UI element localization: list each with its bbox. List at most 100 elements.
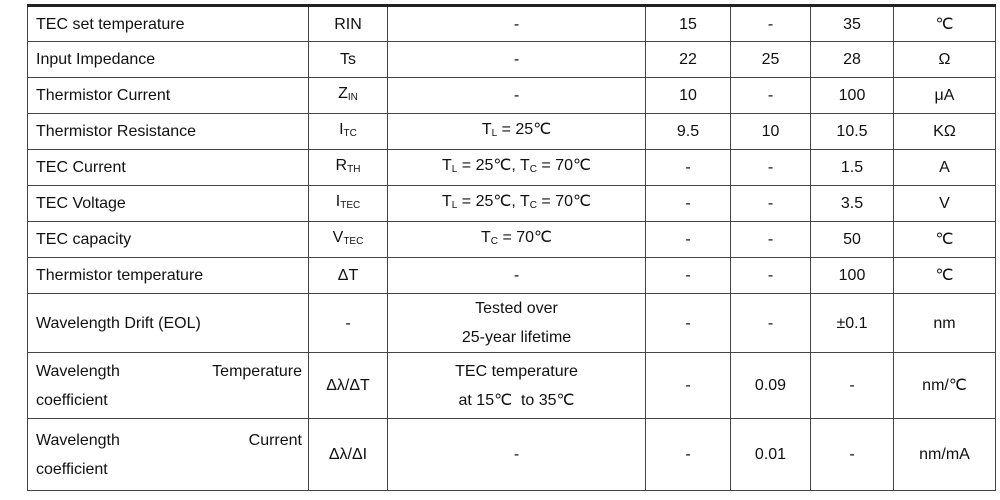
table-cell: - <box>645 293 731 353</box>
table-row: Thermistor Resistance ITC TL = 25℃ 9.5 10 10.… <box>27 113 996 150</box>
subscript: C <box>529 200 537 211</box>
table-cell: Thermistor Current <box>27 77 309 114</box>
table-row: Thermistor temperature ΔT - - -100 ℃ <box>27 257 996 294</box>
cell-text: R <box>335 157 348 174</box>
table-cell: TEC Voltage <box>27 185 309 222</box>
cell-line: 25-year lifetime <box>461 329 572 346</box>
table-cell: - <box>308 293 388 353</box>
table-cell: - <box>730 221 811 258</box>
table-cell: 15 <box>645 5 731 42</box>
table-cell: VTEC <box>308 221 388 258</box>
table-cell: - <box>730 185 811 222</box>
table-cell: - <box>387 418 646 491</box>
table-cell: μA <box>893 77 996 114</box>
table-cell: Thermistor temperature <box>27 257 309 294</box>
table-cell: 10 <box>730 113 811 150</box>
table-cell: - <box>645 418 731 491</box>
table-cell: TEC capacity <box>27 221 309 258</box>
table-cell: - <box>810 418 894 491</box>
table-cell: Δλ/ΔI <box>308 418 388 491</box>
cell-text: V <box>332 229 344 246</box>
table-cell: - <box>730 77 811 114</box>
cell-text: I <box>339 121 344 138</box>
table-cell: Ω <box>893 41 996 78</box>
cell-text: Z <box>338 85 348 102</box>
table-row: Wavelength Drift (EOL) - Tested over 25-yea… <box>27 293 996 353</box>
subscript: C <box>490 236 498 247</box>
table-cell: 3.5 <box>810 185 894 222</box>
table-cell: 100 <box>810 77 894 114</box>
table-cell: Wavelength Temperature coefficient <box>27 352 309 419</box>
cell-line: TEC temperature <box>455 362 578 380</box>
table-cell: - <box>387 5 646 42</box>
table-cell: 0.09 <box>730 352 811 419</box>
table-cell: 100 <box>810 257 894 294</box>
cell-text: = 25℃ <box>497 121 552 138</box>
cell-text: T <box>442 157 452 174</box>
cell-text: T <box>481 121 492 138</box>
table-cell: 10 <box>645 77 731 114</box>
cell-text: = 70℃ <box>536 193 591 210</box>
table-cell: - <box>387 257 646 294</box>
table-cell: - <box>730 257 811 294</box>
table-cell: Thermistor Resistance <box>27 113 309 150</box>
table-cell: 35 <box>810 5 894 42</box>
table-cell: ITEC <box>308 185 388 222</box>
table-cell: Input Impedance <box>27 41 309 78</box>
cell-text: T <box>480 229 491 246</box>
cell-text: = 70℃ <box>498 229 552 246</box>
cell-line: at 15℃ to 35℃ <box>458 391 575 409</box>
table-cell: TC = 70℃ <box>387 221 646 258</box>
subscript: TEC <box>340 200 361 211</box>
table-cell: RIN <box>308 5 388 42</box>
subscript: TC <box>343 128 357 139</box>
table-row: Input Impedance Ts -22 25 28 Ω <box>27 41 996 78</box>
table-cell: - <box>730 293 811 353</box>
subscript: L <box>491 128 498 139</box>
table-cell: - <box>645 185 731 222</box>
table-cell: V <box>893 185 996 222</box>
table-cell: 10.5 <box>810 113 894 150</box>
subscript: TH <box>347 164 361 175</box>
table-cell: Ts <box>308 41 388 78</box>
table-cell: TL = 25℃, TC = 70℃ <box>387 185 646 222</box>
table-cell: Tested over 25-year lifetime <box>387 293 646 353</box>
table-cell: nm <box>893 293 996 353</box>
table-row: Thermistor Current ZIN -10-100 μA <box>27 77 996 114</box>
table-cell: Wavelength Current coefficient <box>27 418 309 491</box>
subscript: TEC <box>343 236 364 247</box>
cell-text: = 25℃, T <box>457 193 530 210</box>
table-body: TEC set temperature RIN -15-35 ℃ Input Imped… <box>27 5 996 491</box>
table-row: TEC capacity VTEC TC = 70℃ - -50 ℃ <box>27 221 996 258</box>
table-cell: ΔT <box>308 257 388 294</box>
subscript: IN <box>347 92 358 103</box>
table-cell: - <box>387 77 646 114</box>
table-cell: - <box>730 149 811 186</box>
table-cell: nm/℃ <box>893 352 996 419</box>
table-row: Wavelength Current coefficient Δλ/ΔI - -0.01… <box>27 418 996 491</box>
table-row: TEC set temperature RIN -15-35 ℃ <box>27 5 996 42</box>
table-cell: TL = 25℃ <box>387 113 646 150</box>
cell-text: = 70℃ <box>536 157 591 174</box>
table-cell: TL = 25℃, TC = 70℃ <box>387 149 646 186</box>
table-row: TEC Current RTH TL = 25℃, TC = 70℃ - -1.5 A <box>27 149 996 186</box>
table-cell: 0.01 <box>730 418 811 491</box>
cell-line: Wavelength Temperature <box>36 362 302 380</box>
table-cell: KΩ <box>893 113 996 150</box>
table-cell: ℃ <box>893 257 996 294</box>
table-cell: nm/mA <box>893 418 996 491</box>
subscript: C <box>529 164 537 175</box>
table-cell: 25 <box>730 41 811 78</box>
table-cell: 28 <box>810 41 894 78</box>
cell-line: Tested over <box>475 300 558 317</box>
table-cell: ZIN <box>308 77 388 114</box>
table-cell: ITC <box>308 113 388 150</box>
cell-text: T <box>442 193 452 210</box>
cell-text: I <box>335 193 341 210</box>
table-cell: 50 <box>810 221 894 258</box>
table-cell: - <box>645 352 731 419</box>
table-cell: RTH <box>308 149 388 186</box>
table-cell: - <box>387 41 646 78</box>
table-cell: - <box>645 257 731 294</box>
cell-line: Wavelength Current <box>36 431 302 449</box>
